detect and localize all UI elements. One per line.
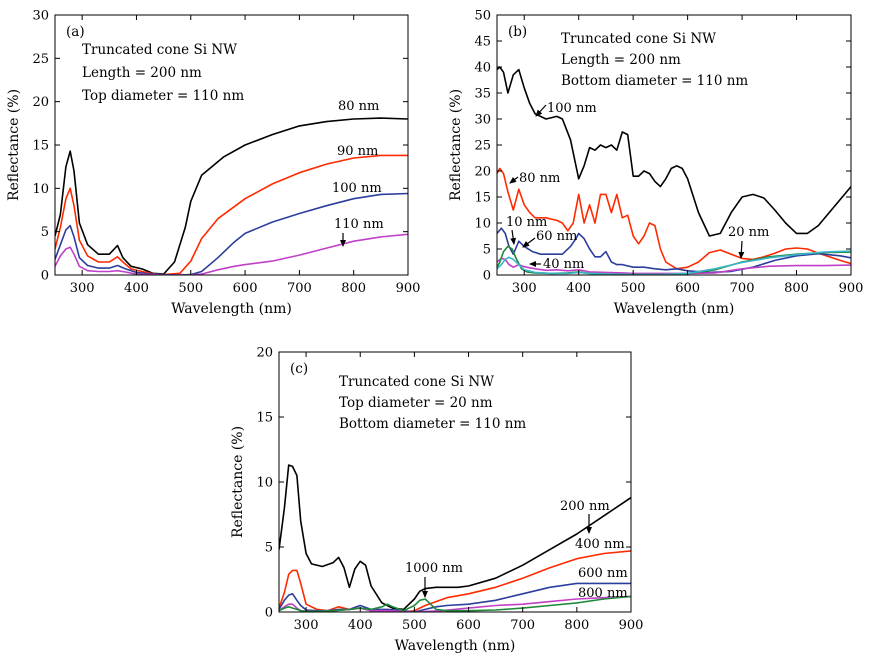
annotation-arrow: [510, 229, 517, 245]
x-tick-label: 400: [348, 618, 373, 633]
y-tick-label: 0: [41, 269, 49, 284]
series-40-nm-line: [497, 257, 851, 275]
curve-label: 60 nm: [536, 229, 577, 244]
y-tick-label: 5: [265, 541, 273, 556]
y-tick-label: 20: [32, 95, 49, 110]
curve-label: 400 nm: [575, 537, 625, 552]
curve-label: 20 nm: [728, 225, 769, 240]
y-tick-label: 5: [41, 225, 49, 240]
x-axis-label: Wavelength (nm): [614, 301, 735, 317]
x-tick-label: 600: [233, 281, 258, 296]
y-tick-label: 15: [256, 411, 273, 426]
annotation-note: Truncated cone Si NW: [82, 42, 237, 58]
x-tick-label: 900: [619, 618, 644, 633]
curve-label: 110 nm: [334, 217, 384, 232]
series-600-nm-line: [279, 582, 631, 612]
curve-label: 10 nm: [506, 215, 547, 230]
panel-a: 300 400 500 600 700 800 900 0 5 10 15 20 25 30 Wavelen…: [6, 9, 420, 318]
y-tick-label: 35: [474, 87, 491, 102]
annotation-note: Bottom diameter = 110 nm: [561, 73, 748, 89]
y-tick-label: 45: [474, 35, 491, 50]
curve-label: 90 nm: [337, 144, 378, 159]
x-tick-label: 700: [287, 281, 312, 296]
annotation-note: Top diameter = 20 nm: [339, 395, 493, 411]
y-axis-label: Reflectance (%): [230, 426, 246, 538]
x-tick-label: 300: [294, 618, 319, 633]
annotation-note: Bottom diameter = 110 nm: [339, 416, 526, 432]
x-tick-label: 300: [512, 281, 537, 296]
x-tick-label: 600: [675, 281, 700, 296]
y-tick-label: 30: [32, 9, 49, 24]
x-tick-label: 600: [456, 618, 481, 633]
x-tick-label: 800: [784, 281, 809, 296]
x-tick-label: 500: [621, 281, 646, 296]
x-tick-label: 400: [566, 281, 591, 296]
series-80-nm-line: [497, 167, 851, 270]
x-tick-label: 700: [510, 618, 535, 633]
annotation-note: Top diameter = 110 nm: [82, 88, 244, 104]
series-1000-nm-line: [279, 595, 631, 612]
annotation-note: Length = 200 nm: [561, 52, 681, 68]
y-tick-label: 30: [474, 113, 491, 128]
annotation-arrow: [509, 176, 519, 184]
curve-label: 800 nm: [578, 586, 628, 601]
x-tick-label: 500: [178, 281, 203, 296]
panel-label: (a): [66, 24, 85, 40]
series-200-nm-line: [279, 464, 631, 611]
y-tick-label: 0: [483, 269, 491, 284]
x-tick-label: 900: [839, 281, 864, 296]
annotation-arrow: [738, 240, 745, 259]
x-axis-label: Wavelength (nm): [395, 638, 516, 654]
x-tick-label: 800: [341, 281, 366, 296]
annotation-arrow: [535, 104, 547, 117]
y-tick-label: 5: [483, 243, 491, 258]
x-tick-label: 500: [402, 618, 427, 633]
curve-label: 80 nm: [519, 171, 560, 186]
annotation-note: Truncated cone Si NW: [561, 31, 716, 47]
x-tick-label: 900: [396, 281, 421, 296]
y-tick-label: 20: [256, 346, 273, 361]
annotation-note: Truncated cone Si NW: [339, 374, 494, 390]
y-tick-label: 25: [474, 139, 491, 154]
x-tick-label: 300: [70, 281, 95, 296]
series-100-nm-line: [497, 66, 851, 237]
y-tick-label: 10: [32, 182, 49, 197]
y-tick-label: 15: [32, 139, 49, 154]
annotation-arrow: [522, 237, 536, 248]
panel-b: 300 400 500 600 700 800 900 0 5 10 15 20 25 30 35 40 45 5…: [448, 9, 863, 318]
x-tick-label: 800: [564, 618, 589, 633]
x-tick-label: 400: [124, 281, 149, 296]
curve-label: 100 nm: [332, 181, 382, 196]
y-tick-label: 25: [32, 52, 49, 67]
curve-label: 80 nm: [338, 99, 379, 114]
series-800-nm-line: [279, 595, 631, 612]
curve-label: 100 nm: [547, 101, 597, 116]
plot-area-c: [279, 464, 631, 612]
plot-area-a: [55, 117, 408, 275]
y-tick-label: 20: [474, 165, 491, 180]
y-tick-label: 10: [256, 476, 273, 491]
series-90-nm-line: [55, 154, 408, 275]
y-axis-label: Reflectance (%): [448, 89, 464, 201]
panel-c: 300 400 500 600 700 800 900 0 5 10 15 20 Wavelength …: [230, 346, 643, 655]
x-tick-label: 700: [730, 281, 755, 296]
x-axis-label: Wavelength (nm): [171, 301, 292, 317]
y-tick-label: 0: [265, 606, 273, 621]
y-tick-label: 10: [474, 217, 491, 232]
annotation-note: Length = 200 nm: [82, 65, 202, 81]
y-tick-label: 40: [474, 61, 491, 76]
panel-label: (b): [508, 24, 527, 40]
curve-label: 600 nm: [578, 566, 628, 581]
curve-label: 40 nm: [543, 257, 584, 272]
plot-area-b: [497, 66, 851, 275]
series-80-nm-line: [55, 117, 408, 275]
curve-label: 1000 nm: [405, 561, 463, 576]
panel-label: (c): [290, 361, 308, 377]
y-tick-label: 15: [474, 191, 491, 206]
series-10-nm-line: [497, 250, 851, 275]
y-tick-label: 50: [474, 9, 491, 24]
curve-label: 200 nm: [560, 499, 610, 514]
y-axis-label: Reflectance (%): [6, 89, 22, 201]
